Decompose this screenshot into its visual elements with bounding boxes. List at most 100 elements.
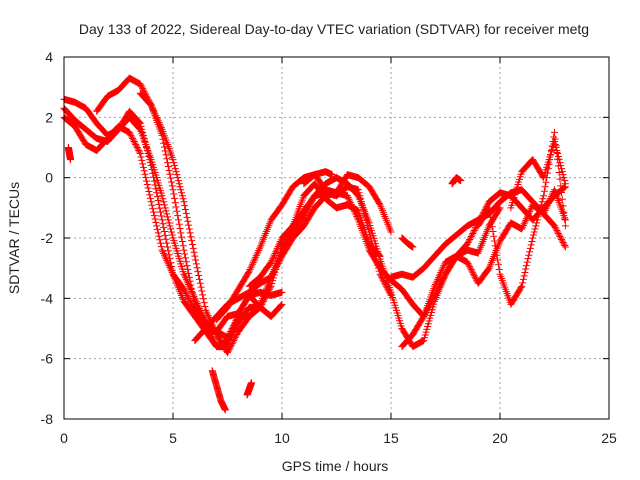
data-point-marker	[162, 235, 170, 243]
data-point-marker	[543, 201, 551, 209]
data-point-marker	[487, 213, 495, 221]
data-point-marker	[225, 331, 233, 339]
data-point-marker	[157, 212, 165, 220]
y-tick-label: 2	[45, 109, 53, 125]
data-point-marker	[171, 199, 179, 207]
data-point-marker	[230, 321, 238, 329]
y-tick-label: -4	[41, 290, 54, 306]
data-point-marker	[170, 190, 178, 198]
data-point-marker	[148, 201, 156, 209]
data-point-marker	[471, 273, 479, 281]
data-point-marker	[163, 155, 171, 163]
data-point-marker	[273, 244, 281, 252]
data-point-marker	[166, 255, 174, 263]
data-point-marker	[176, 183, 184, 191]
data-point-marker	[139, 86, 147, 94]
data-point-marker	[346, 197, 354, 205]
data-point-marker	[168, 231, 176, 239]
data-point-marker	[176, 225, 184, 233]
data-point-marker	[151, 110, 159, 118]
data-point-marker	[251, 255, 259, 263]
data-point-marker	[267, 273, 275, 281]
data-point-marker	[229, 338, 237, 346]
series-fragment-f	[300, 168, 336, 188]
data-point-marker	[554, 150, 562, 158]
data-point-marker	[157, 208, 165, 216]
data-point-marker	[430, 293, 438, 301]
data-point-marker	[164, 216, 172, 224]
data-point-marker	[171, 162, 179, 170]
data-point-marker	[232, 332, 240, 340]
data-point-marker	[247, 379, 255, 387]
data-point-marker	[519, 222, 527, 230]
data-point-marker	[246, 265, 254, 273]
data-point-marker	[524, 255, 532, 263]
data-point-marker	[273, 246, 281, 254]
data-point-marker	[156, 120, 164, 128]
data-point-marker	[202, 306, 210, 314]
data-point-marker	[147, 101, 155, 109]
data-point-marker	[134, 145, 142, 153]
data-point-marker	[466, 263, 474, 271]
data-point-marker	[156, 236, 164, 244]
data-point-marker	[520, 220, 528, 228]
data-point-marker	[167, 174, 175, 182]
data-point-marker	[188, 240, 196, 248]
data-point-marker	[522, 216, 530, 224]
data-point-marker	[433, 287, 441, 295]
data-point-marker	[210, 325, 218, 333]
data-point-marker	[557, 182, 565, 190]
data-point-marker	[463, 240, 471, 248]
data-point-marker	[559, 202, 567, 210]
data-point-marker	[521, 268, 529, 276]
data-point-marker	[154, 229, 162, 237]
data-point-marker	[181, 288, 189, 296]
data-point-marker	[178, 237, 186, 245]
data-point-marker	[469, 269, 477, 277]
data-point-marker	[466, 236, 474, 244]
data-point-marker	[160, 250, 168, 258]
data-point-marker	[154, 197, 162, 205]
data-point-marker	[184, 265, 192, 273]
data-point-marker	[170, 159, 178, 167]
data-point-marker	[165, 219, 173, 227]
data-point-marker	[561, 183, 569, 191]
data-point-marker	[492, 246, 500, 254]
data-point-marker	[177, 186, 185, 194]
data-point-marker	[380, 278, 388, 286]
data-point-marker	[157, 124, 165, 132]
data-point-marker	[203, 310, 211, 318]
data-point-marker	[205, 313, 213, 321]
data-point-marker	[558, 168, 566, 176]
data-point-marker	[536, 204, 544, 212]
data-point-marker	[426, 300, 434, 308]
data-point-marker	[517, 284, 525, 292]
data-point-marker	[245, 267, 253, 275]
data-point-marker	[275, 241, 283, 249]
data-point-marker	[189, 244, 197, 252]
data-point-marker	[255, 246, 263, 254]
data-point-marker	[275, 258, 283, 266]
data-point-marker	[349, 204, 357, 212]
plot-frame	[63, 56, 610, 420]
data-point-marker	[209, 324, 217, 332]
data-point-marker	[160, 198, 168, 206]
series-track-10	[398, 186, 569, 351]
data-point-marker	[533, 219, 541, 227]
data-point-marker	[169, 186, 177, 194]
data-point-marker	[227, 341, 235, 349]
data-point-marker	[228, 325, 236, 332]
data-point-marker	[271, 250, 279, 258]
data-point-marker	[181, 206, 189, 214]
data-point-marker	[276, 255, 284, 263]
data-point-marker	[540, 208, 548, 216]
data-point-marker	[352, 211, 360, 219]
data-point-marker	[158, 216, 166, 224]
data-point-marker	[165, 166, 173, 174]
data-point-marker	[468, 231, 476, 239]
data-point-marker	[554, 229, 562, 237]
data-point-marker	[202, 308, 210, 316]
data-point-marker	[211, 327, 219, 335]
data-point-marker	[182, 258, 190, 266]
data-point-marker	[555, 231, 563, 239]
